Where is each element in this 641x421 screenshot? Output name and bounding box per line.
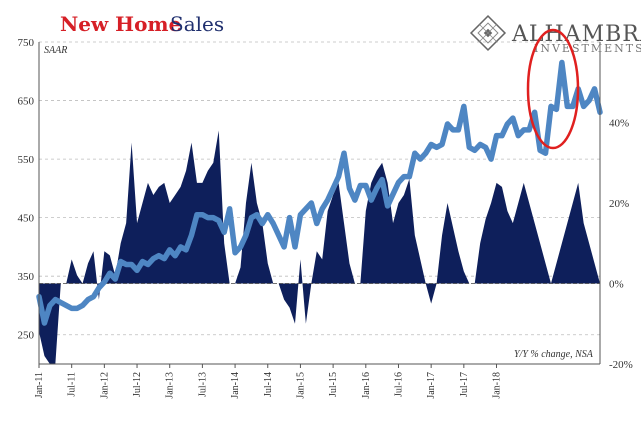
left-tick-label: 450 [18,213,35,225]
yoy-area-layer [39,130,600,364]
logo-subtitle: INVESTMENTS [534,42,641,55]
x-tick-label: Jul-11 [67,372,78,397]
sales-line [36,59,603,326]
right-axis-label: Y/Y % change, NSA [514,349,594,360]
left-tick-label: 750 [18,37,35,49]
x-tick-label: Jul-17 [459,372,470,397]
right-tick-label: 20% [609,198,629,210]
left-tick-label: 350 [18,271,35,283]
x-tick-label: Jan-15 [295,372,306,399]
x-tick-label: Jul-16 [393,372,404,397]
right-tick-label: -20% [609,359,633,371]
title-part2: Sales [170,12,224,36]
x-tick-label: Jan-18 [492,372,503,399]
left-axis-label: SAAR [44,45,67,56]
left-tick-label: 550 [18,154,35,166]
logo: ALHAMBRA INVESTMENTS [469,14,641,55]
right-tick-label: 0% [609,279,624,291]
title-part1: New Home [60,12,181,36]
logo-name: ALHAMBRA [511,22,641,47]
x-tick-label: Jan-14 [230,372,241,399]
x-tick-label: Jul-15 [328,372,339,397]
x-tick-label: Jul-12 [132,372,143,397]
sales-line-layer [36,59,603,326]
left-tick-label: 650 [18,96,35,108]
logo-diamond-icon [469,14,507,52]
x-tick-label: Jan-12 [99,372,110,399]
left-tick-label: 250 [18,330,35,342]
x-tick-label: Jan-13 [165,372,176,399]
highlight-ellipse [526,28,580,150]
tick-labels: 250 350 450 550 650 750 -20% 0% 20% 40% Jan-11 Jul-… [18,37,633,399]
x-tick-label: Jan-17 [426,372,437,399]
x-tick-label: Jul-13 [197,372,208,397]
x-tick-label: Jan-11 [34,372,45,398]
x-tick-label: Jul-14 [263,372,274,397]
yoy-change-area [39,130,600,364]
axes [38,42,601,365]
right-tick-label: 40% [609,118,629,130]
x-tick-label: Jan-16 [361,372,372,399]
